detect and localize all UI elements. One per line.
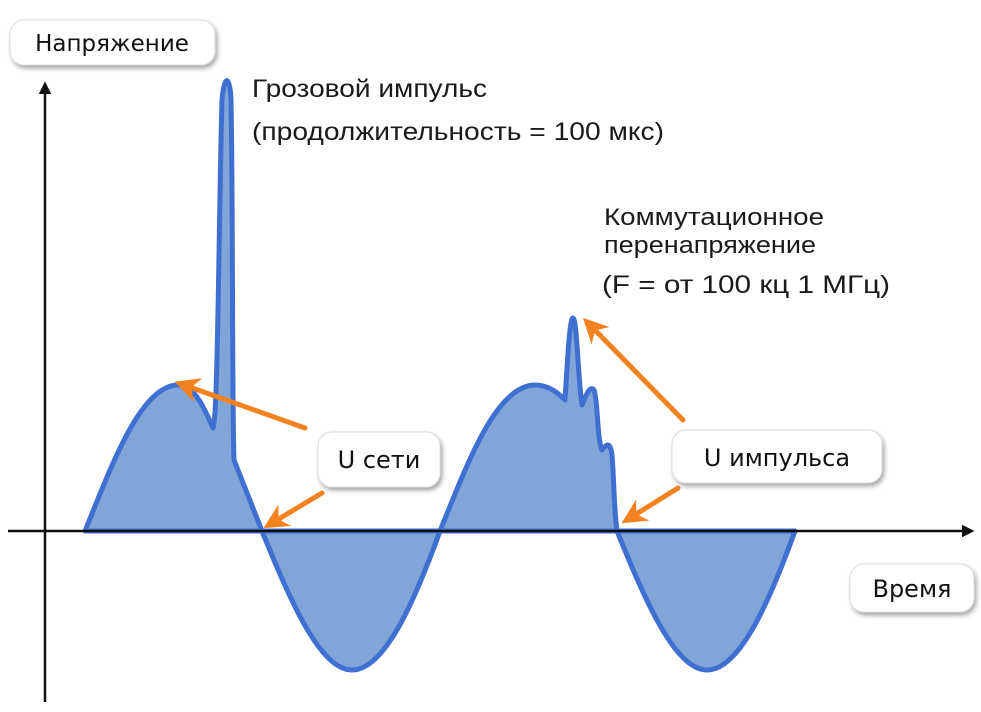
- mains-callout-label: U сети: [338, 446, 421, 474]
- impulse-callout-label: U импульса: [704, 444, 850, 472]
- impulse-callout-box: U импульса: [671, 429, 883, 484]
- pointer-arrows: [174, 317, 686, 529]
- lightning-title: Грозовой импульс: [252, 75, 487, 103]
- wave-positive-half-1-with-lightning-spike: [82, 78, 265, 534]
- y-axis-label: Напряжение: [35, 31, 189, 57]
- arrow-impulse-peak: [583, 317, 686, 423]
- arrow-mains-zero: [263, 490, 325, 529]
- switching-title-line2: перенапряжение: [604, 232, 816, 259]
- switching-frequency: (F = от 100 кц 1 МГц): [602, 271, 890, 299]
- arrow-impulse-zero: [621, 485, 681, 524]
- wave-negative-half-1: [259, 528, 443, 673]
- wave-positive-half-2-with-switching-oscillation: [437, 315, 620, 534]
- x-axis-label: Время: [872, 575, 951, 603]
- mains-callout-box: U сети: [317, 431, 441, 488]
- x-axis-label-box: Время: [849, 563, 975, 613]
- lightning-detail: (продолжительность = 100 мкс): [252, 118, 664, 146]
- y-axis-label-box: Напряжение: [9, 19, 216, 66]
- wave-negative-half-2: [614, 528, 798, 673]
- switching-title-line1: Коммутационное: [604, 204, 824, 231]
- waveform: [82, 78, 798, 673]
- arrow-mains-peak: [174, 378, 308, 431]
